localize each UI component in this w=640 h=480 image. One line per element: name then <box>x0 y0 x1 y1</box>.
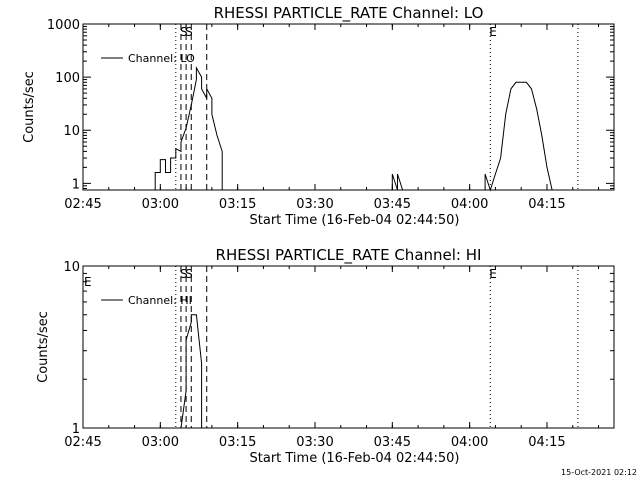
footer-timestamp: 15-Oct-2021 02:12 <box>561 468 637 477</box>
x-tick-label: 02:45 <box>64 197 101 212</box>
marker-label: S <box>185 267 193 281</box>
y-tick-label: 1 <box>72 177 80 192</box>
x-axis-label: Start Time (16-Feb-04 02:44:50) <box>250 451 460 466</box>
x-tick-label: 04:00 <box>451 435 488 450</box>
legend-label: Channel: LO <box>128 52 195 65</box>
y-axis-label: Counts/sec <box>22 71 37 143</box>
x-axis-label: Start Time (16-Feb-04 02:44:50) <box>250 213 460 228</box>
x-tick-label: 03:15 <box>219 435 256 450</box>
x-tick-label: 02:45 <box>64 435 101 450</box>
x-tick-label: 04:15 <box>528 197 565 212</box>
x-tick-label: 03:30 <box>296 197 333 212</box>
x-tick-label: 04:00 <box>451 197 488 212</box>
x-tick-label: 03:15 <box>219 197 256 212</box>
series-line <box>391 173 404 191</box>
chart-title: RHESSI PARTICLE_RATE Channel: HI <box>216 246 482 265</box>
series-line <box>180 314 203 429</box>
marker-label: E <box>489 25 497 39</box>
y-tick-label: 10 <box>63 124 80 139</box>
chart-panel-lo: RHESSI PARTICLE_RATE Channel: LO 02:45 03:… <box>22 4 615 228</box>
marker-label: S <box>185 25 193 39</box>
x-tick-label: 03:45 <box>374 435 411 450</box>
plot-frame <box>82 23 615 191</box>
series-line <box>154 65 223 190</box>
x-tick-label: 04:15 <box>528 435 565 450</box>
marker-label: S <box>180 267 188 281</box>
marker-label: E <box>84 275 92 289</box>
x-tick-label: 03:45 <box>374 197 411 212</box>
marker-label: S <box>180 25 188 39</box>
plot-frame <box>82 265 615 429</box>
x-tick-label: 03:30 <box>296 435 333 450</box>
y-tick-label: 1 <box>72 422 80 437</box>
marker-label: E <box>489 267 497 281</box>
legend-label: Channel: HI <box>128 294 192 307</box>
x-tick-label: 03:00 <box>142 435 179 450</box>
chart-panel-hi: RHESSI PARTICLE_RATE Channel: HI 02:45 03:… <box>36 246 615 466</box>
y-axis-label: Counts/sec <box>36 311 51 383</box>
y-tick-label: 1000 <box>47 18 80 33</box>
y-tick-label: 100 <box>55 71 80 86</box>
chart-title: RHESSI PARTICLE_RATE Channel: LO <box>214 4 484 23</box>
series-line <box>484 81 553 192</box>
x-tick-label: 03:00 <box>142 197 179 212</box>
y-tick-label: 10 <box>63 260 80 275</box>
